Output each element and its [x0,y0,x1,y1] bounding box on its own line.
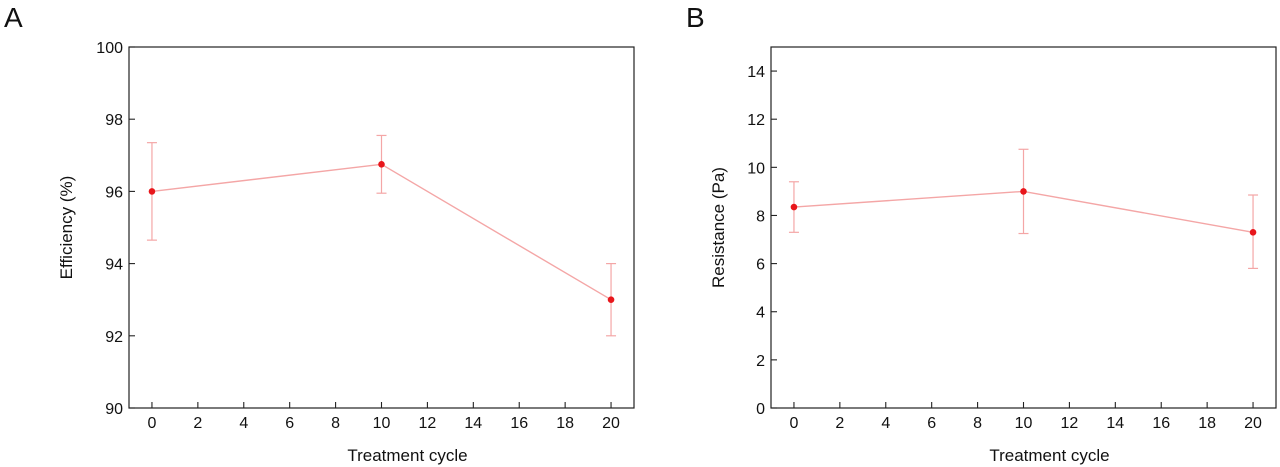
y-tick-label: 94 [105,257,123,274]
y-tick-label: 12 [747,112,765,129]
x-axis-title: Treatment cycle [989,446,1109,465]
y-tick-label: 96 [105,184,123,201]
y-tick-label: 14 [747,64,765,81]
y-tick-label: 98 [105,112,123,129]
x-tick-label: 12 [1061,415,1079,432]
panel-a: A 0 2 4 6 8 10 12 14 16 18 20 90 92 94 96 98 100 Treatment… [4,2,635,465]
y-tick-label: 2 [756,353,765,370]
x-tick-label: 14 [464,415,482,432]
x-tick-label: 12 [419,415,437,432]
x-tick-label: 0 [790,415,799,432]
plot-frame [128,46,635,409]
data-point [1020,188,1027,195]
y-axis-title: Resistance (Pa) [709,167,728,288]
data-point [1249,229,1257,236]
y-tick-label: 0 [756,401,765,418]
x-tick-label: 14 [1106,415,1124,432]
y-tick-label: 100 [96,40,123,57]
data-point [148,188,156,195]
data-point [607,296,615,304]
data-point [378,161,385,168]
y-tick-label: 10 [747,160,765,177]
x-tick-label: 2 [193,415,202,432]
x-tick-label: 8 [331,415,340,432]
x-tick-label: 18 [1198,415,1216,432]
panel-letter: B [686,2,705,33]
y-tick-label: 8 [756,208,765,225]
x-tick-label: 20 [1244,415,1262,432]
x-tick-label: 10 [373,415,391,432]
y-axis-title: Efficiency (%) [57,176,76,280]
panel-letter: A [4,2,23,33]
y-tick-label: 4 [756,305,765,322]
data-point [790,203,798,211]
y-tick-label: 6 [756,257,765,274]
x-axis-title: Treatment cycle [347,446,467,465]
x-tick-label: 10 [1015,415,1033,432]
y-tick-label: 90 [105,401,123,418]
x-tick-label: 16 [510,415,528,432]
y-tick-label: 92 [105,329,123,346]
x-tick-label: 2 [835,415,844,432]
x-tick-label: 6 [285,415,294,432]
x-tick-label: 18 [556,415,574,432]
x-tick-label: 8 [973,415,982,432]
x-tick-label: 6 [927,415,936,432]
x-tick-label: 16 [1152,415,1170,432]
x-tick-label: 0 [148,415,157,432]
x-tick-label: 20 [602,415,620,432]
panel-b: B 0 2 4 6 8 10 12 14 16 18 20 0 2 4 6 8 10 12 14 Treatment c… [686,2,1277,465]
x-tick-label: 4 [881,415,890,432]
x-tick-label: 4 [239,415,248,432]
